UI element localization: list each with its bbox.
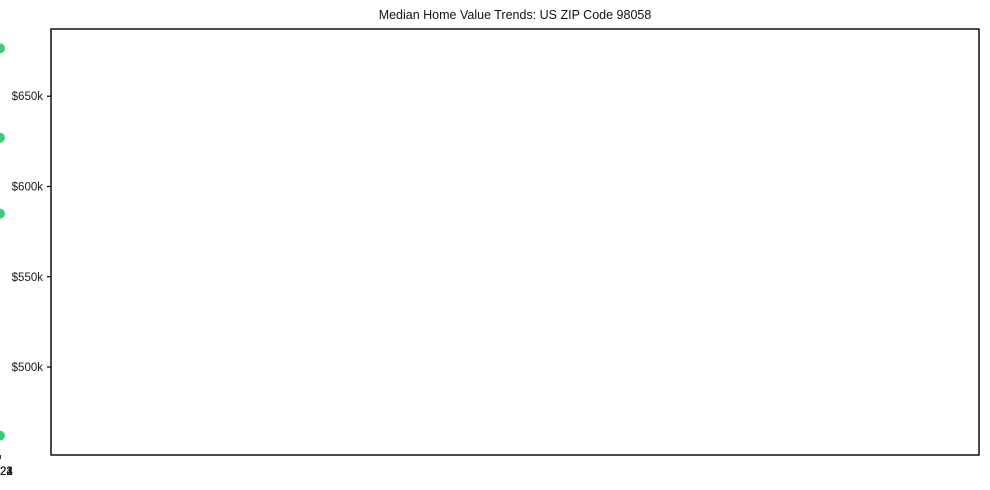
y-tick-label: $600k xyxy=(12,181,44,193)
x-tick-label: 2021 xyxy=(0,466,13,478)
y-tick-label: $500k xyxy=(12,362,44,374)
chart-title: Median Home Value Trends: US ZIP Code 98… xyxy=(378,8,652,22)
data-point-2024 xyxy=(0,43,5,54)
x-tick-label: 2024 xyxy=(0,466,13,478)
y-tick-label: $550k xyxy=(12,272,44,284)
x-tick-label: 2022 xyxy=(0,466,13,478)
plot-border xyxy=(50,28,980,456)
data-point-2023 xyxy=(0,132,5,143)
data-point-2021 xyxy=(0,430,5,441)
data-point-2022 xyxy=(0,208,5,219)
x-tick-label: 2023 xyxy=(0,466,13,478)
y-tick-label: $650k xyxy=(12,91,44,103)
